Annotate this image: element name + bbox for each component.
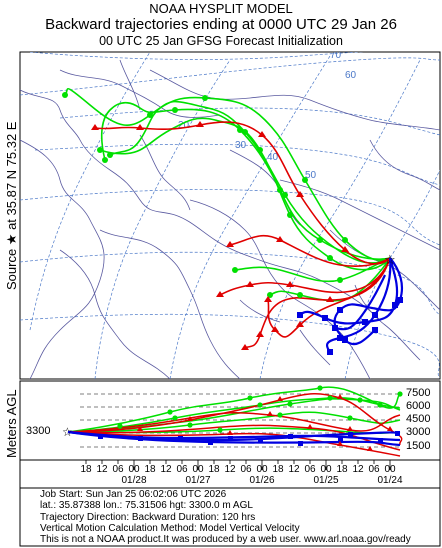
footer-disclaimer: This is not a NOAA product.It was produc… [40,534,411,545]
footer-frame [19,487,441,547]
grid-label-50: 50 [305,170,317,181]
time-tick: 12 [96,464,108,475]
trajectory-red-4 [244,257,391,349]
trajectory-red-5 [229,235,391,267]
grid-label-30: 30 [235,140,247,151]
height-level-4500: 4500 [406,413,431,425]
trajectory-green-2 [109,100,391,264]
footer-job-start: Job Start: Sun Jan 25 06:02:06 UTC 2026 [40,489,227,500]
source-star-icon: ☆ [384,253,396,268]
title-line1: NOAA HYSPLIT MODEL [149,1,293,16]
map-trajectories [64,87,404,353]
height-level-1500: 1500 [406,440,431,452]
footer-vertical-motion: Vertical Motion Calculation Method: Mode… [40,523,300,534]
map-frame [19,51,441,380]
time-tick: 00 [320,464,332,475]
height-level-3000: 3000 [406,426,431,438]
date-label: 01/28 [121,475,147,486]
map-trajectory-markers [62,92,403,355]
grid-label-40: 40 [267,152,279,163]
time-tick: 12 [352,464,364,475]
footer-location: lat.: 35.87388 lon.: 75.31506 hgt: 3300.… [40,500,253,511]
time-tick: 00 [384,464,396,475]
date-label: 01/25 [313,475,339,486]
time-tick: 12 [224,464,236,475]
time-axis-ticks [85,460,391,470]
time-tick: 06 [368,464,380,475]
title-line2: Backward trajectories ending at 0000 UTC… [45,16,397,33]
time-tick: 06 [176,464,188,475]
time-tick: 00 [256,464,268,475]
grid-label-70: 70 [330,50,342,61]
trajectory-green-6 [64,87,391,262]
trajectory-green-4 [234,257,391,283]
height-trajectory-markers [98,385,403,451]
time-tick: 06 [304,464,316,475]
time-tick: 18 [144,464,156,475]
height-level-6000: 6000 [406,400,431,412]
time-tick: 18 [208,464,220,475]
trajectory-blue-4 [334,274,386,331]
time-tick: 18 [80,464,92,475]
time-tick: 00 [128,464,140,475]
time-tick: 18 [272,464,284,475]
time-tick: 00 [192,464,204,475]
grid-label-20: 20 [178,120,190,131]
date-label: 01/27 [185,475,211,486]
start-height-label: 3300 [26,425,51,437]
footer-direction: Trajectory Direction: Backward Duration:… [40,512,256,523]
trajectory-blue-2 [325,257,392,353]
time-tick: 06 [240,464,252,475]
date-label: 01/26 [249,475,275,486]
height-trajectory-blue-3 [67,430,401,442]
title-line3: 00 UTC 25 Jan GFSG Forecast Initializati… [99,34,343,48]
time-tick: 06 [112,464,124,475]
height-source-star-icon: ☆ [62,425,73,439]
date-label: 01/24 [377,475,403,486]
time-tick: 12 [160,464,172,475]
grid-label-60: 60 [345,70,357,81]
time-tick: 18 [336,464,348,475]
time-tick: 12 [288,464,300,475]
trajectory-green-1 [100,101,391,260]
height-level-7500: 7500 [406,387,431,399]
